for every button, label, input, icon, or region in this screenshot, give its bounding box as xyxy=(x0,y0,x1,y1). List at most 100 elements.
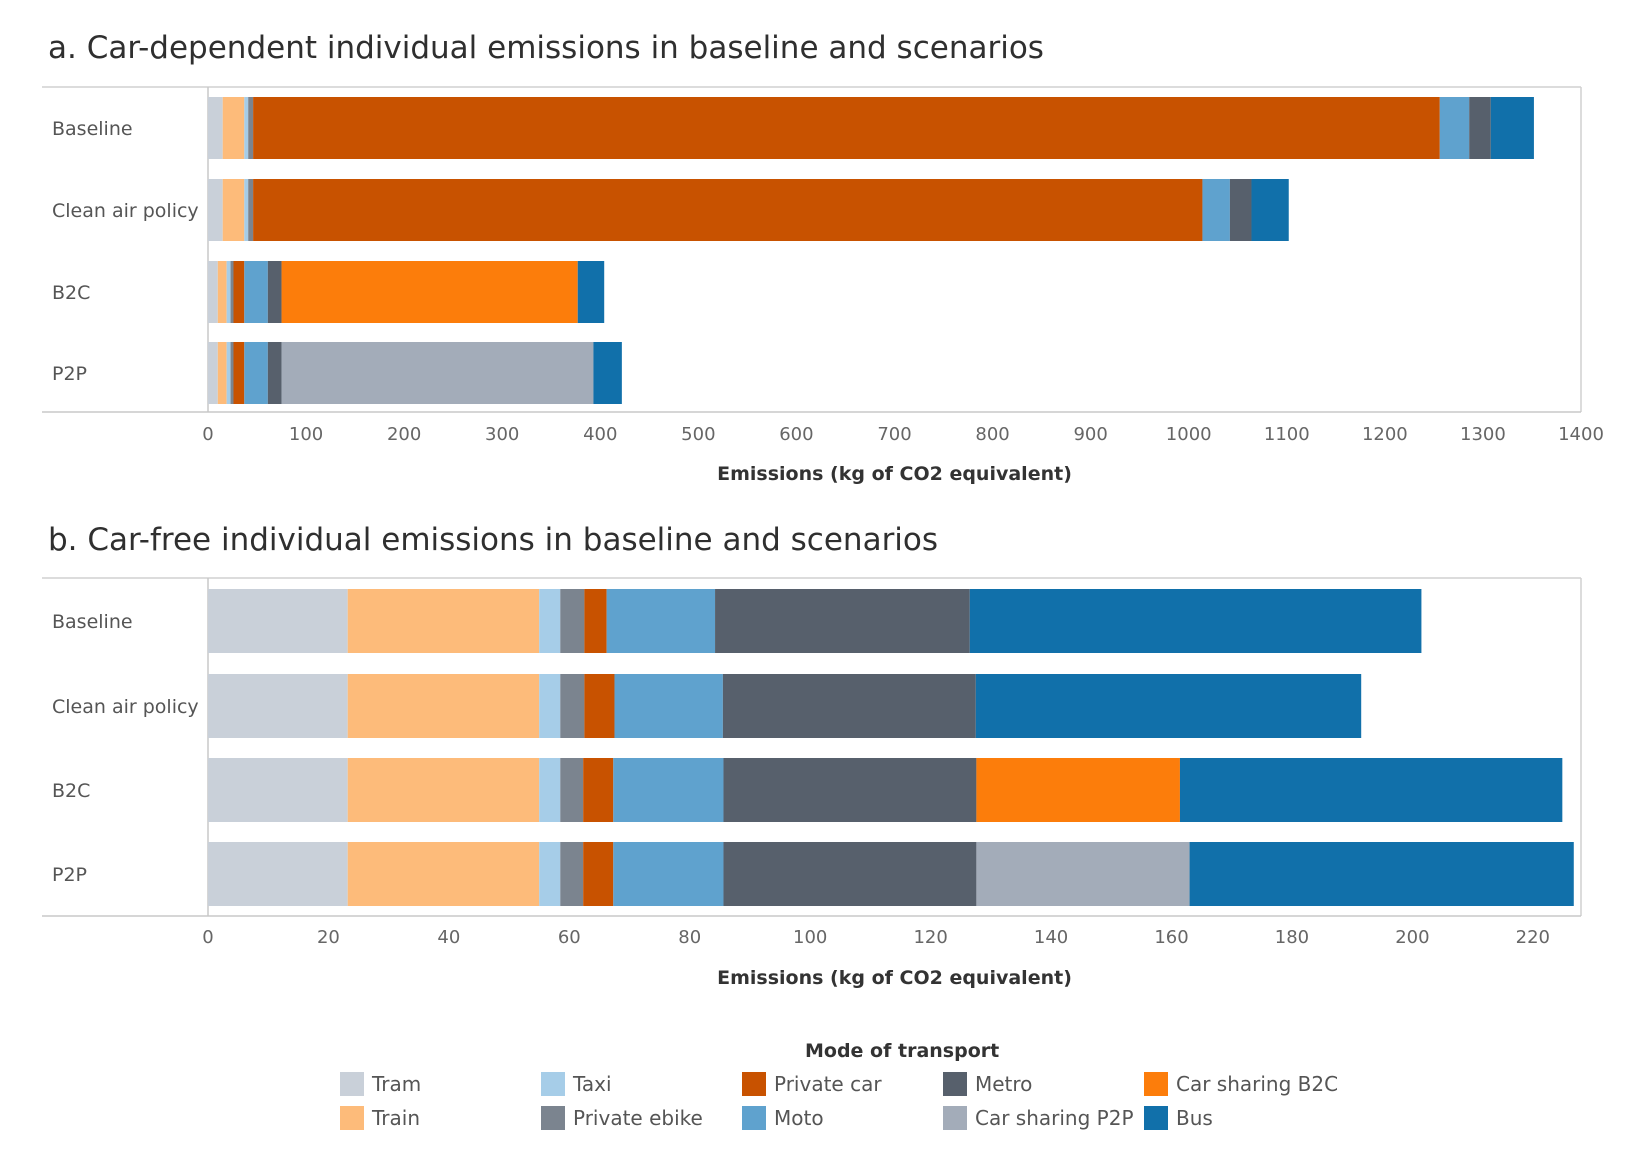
chart-a-bar-b2c-private-ebike xyxy=(230,261,234,323)
chart-b-tick-label-40: 40 xyxy=(437,927,460,948)
chart-a-bar-clean-air-policy-private-ebike xyxy=(248,179,254,241)
chart-b-bar-b2c-train xyxy=(347,758,540,822)
legend-label-metro: Metro xyxy=(975,1072,1033,1096)
chart-a-tick-label-1200: 1200 xyxy=(1362,424,1408,445)
chart-b-tick-label-220: 220 xyxy=(1516,927,1550,948)
chart-a-category-label-clean-air-policy: Clean air policy xyxy=(52,200,199,222)
chart-b-category-label-p2p: P2P xyxy=(52,864,87,886)
chart-a-bar-baseline-tram xyxy=(208,97,223,159)
chart-a-bar-b2c-tram xyxy=(208,261,218,323)
chart-b-tick-label-60: 60 xyxy=(558,927,581,948)
chart-a-bar-baseline-bus xyxy=(1490,97,1534,159)
chart-a-bar-b2c-train xyxy=(217,261,227,323)
legend-item-taxi: Taxi xyxy=(541,1072,612,1096)
chart-b-tick-label-80: 80 xyxy=(678,927,701,948)
chart-a-bar-p2p-train xyxy=(217,342,227,404)
chart-a-category-label-p2p: P2P xyxy=(52,363,87,385)
chart-b-bar-baseline-moto xyxy=(606,589,716,653)
chart-b-bar-p2p-bus xyxy=(1189,842,1574,906)
chart-a-tick-label-1000: 1000 xyxy=(1166,424,1212,445)
chart-b-bar-clean-air-policy-moto xyxy=(614,674,723,738)
chart-b-bar-p2p-moto xyxy=(613,842,724,906)
chart-a-title: a. Car-dependent individual emissions in… xyxy=(48,30,1044,66)
chart-a-tick-label-200: 200 xyxy=(387,424,421,445)
legend-swatch-moto xyxy=(742,1106,766,1130)
chart-a-bar-b2c-taxi xyxy=(226,261,231,323)
legend-label-tram: Tram xyxy=(372,1072,422,1096)
chart-b-bar-p2p-private-ebike xyxy=(560,842,584,906)
chart-b-bar-b2c-private-car xyxy=(583,758,614,822)
chart-b-bar-baseline-train xyxy=(347,589,540,653)
chart-b-bar-b2c-tram xyxy=(208,758,348,822)
legend-label-taxi: Taxi xyxy=(573,1072,612,1096)
legend-item-bus: Bus xyxy=(1144,1106,1213,1130)
legend-swatch-bus xyxy=(1144,1106,1168,1130)
legend-item-tram: Tram xyxy=(340,1072,421,1096)
legend-label-car-sharing-b2c: Car sharing B2C xyxy=(1176,1072,1339,1096)
chart-a-tick-label-1300: 1300 xyxy=(1460,424,1506,445)
chart-b-category-label-baseline: Baseline xyxy=(52,611,133,633)
chart-b-bar-b2c-bus xyxy=(1179,758,1563,822)
chart-a-category-label-baseline: Baseline xyxy=(52,118,133,140)
chart-b-bar-b2c-moto xyxy=(613,758,724,822)
legend-label-bus: Bus xyxy=(1176,1106,1213,1130)
chart-b-bar-p2p-taxi xyxy=(539,842,561,906)
chart-a-bar-p2p-taxi xyxy=(226,342,231,404)
chart-b-bar-baseline-metro xyxy=(715,589,970,653)
legend-item-private-ebike: Private ebike xyxy=(541,1106,703,1130)
chart-a-tick-label-1400: 1400 xyxy=(1558,424,1604,445)
chart-a-x-axis-label: Emissions (kg of CO2 equivalent) xyxy=(717,463,1072,485)
chart-b-tick-label-160: 160 xyxy=(1154,927,1188,948)
chart-b-tick-label-20: 20 xyxy=(317,927,340,948)
chart-b-bar-clean-air-policy-private-ebike xyxy=(560,674,585,738)
chart-b-bar-clean-air-policy-bus xyxy=(975,674,1362,738)
legend-label-private-ebike: Private ebike xyxy=(573,1106,703,1130)
chart-b-bar-clean-air-policy-metro xyxy=(722,674,976,738)
chart-a-tick-label-600: 600 xyxy=(779,424,813,445)
chart-b-tick-label-140: 140 xyxy=(1034,927,1068,948)
legend-swatch-tram xyxy=(340,1072,364,1096)
chart-b-bar-p2p-metro xyxy=(723,842,977,906)
chart-b-tick-label-120: 120 xyxy=(913,927,947,948)
chart-b-x-axis-label: Emissions (kg of CO2 equivalent) xyxy=(717,967,1072,989)
legend-item-car-sharing-b2c: Car sharing B2C xyxy=(1144,1072,1338,1096)
chart-a-tick-label-400: 400 xyxy=(583,424,617,445)
chart-b-bar-clean-air-policy-taxi xyxy=(539,674,561,738)
legend-item-private-car: Private car xyxy=(742,1072,882,1096)
legend-swatch-private-car xyxy=(742,1072,766,1096)
chart-a-bar-p2p-car-sharing-p2p xyxy=(281,342,594,404)
chart-a-tick-label-0: 0 xyxy=(202,424,213,445)
legend-swatch-train xyxy=(340,1106,364,1130)
chart-a-bar-clean-air-policy-metro xyxy=(1229,179,1252,241)
chart-a-bar-b2c-moto xyxy=(244,261,268,323)
legend-item-train: Train xyxy=(340,1106,420,1130)
chart-b-bar-clean-air-policy-tram xyxy=(208,674,348,738)
chart-a-bar-p2p-bus xyxy=(593,342,622,404)
chart-a-bar-baseline-private-car xyxy=(253,97,1440,159)
chart-a-tick-label-1100: 1100 xyxy=(1264,424,1310,445)
chart-b-bar-baseline-bus xyxy=(969,589,1422,653)
legend-swatch-private-ebike xyxy=(541,1106,565,1130)
chart-b-bar-p2p-tram xyxy=(208,842,348,906)
chart-a-bar-baseline-metro xyxy=(1469,97,1491,159)
chart-b-tick-label-100: 100 xyxy=(793,927,827,948)
chart-a-bar-baseline-moto xyxy=(1439,97,1470,159)
legend-title: Mode of transport xyxy=(805,1040,1000,1062)
chart-b-bar-p2p-train xyxy=(347,842,540,906)
chart-b-tick-label-200: 200 xyxy=(1395,927,1429,948)
legend-label-moto: Moto xyxy=(774,1106,824,1130)
legend-item-moto: Moto xyxy=(742,1106,824,1130)
chart-a-bar-p2p-private-ebike xyxy=(230,342,234,404)
chart-a-bar-p2p-private-car xyxy=(233,342,245,404)
legend-label-private-car: Private car xyxy=(774,1072,882,1096)
chart-a-bar-clean-air-policy-taxi xyxy=(244,179,249,241)
legend-swatch-metro xyxy=(943,1072,967,1096)
chart-b-bar-b2c-metro xyxy=(723,758,977,822)
chart-b-bar-p2p-private-car xyxy=(583,842,614,906)
chart-b-bar-baseline-tram xyxy=(208,589,348,653)
chart-a-category-label-b2c: B2C xyxy=(52,282,90,304)
chart-b-bar-b2c-private-ebike xyxy=(560,758,584,822)
chart-a-tick-label-700: 700 xyxy=(877,424,911,445)
chart-b-tick-label-180: 180 xyxy=(1275,927,1309,948)
chart-a-bar-b2c-private-car xyxy=(233,261,245,323)
